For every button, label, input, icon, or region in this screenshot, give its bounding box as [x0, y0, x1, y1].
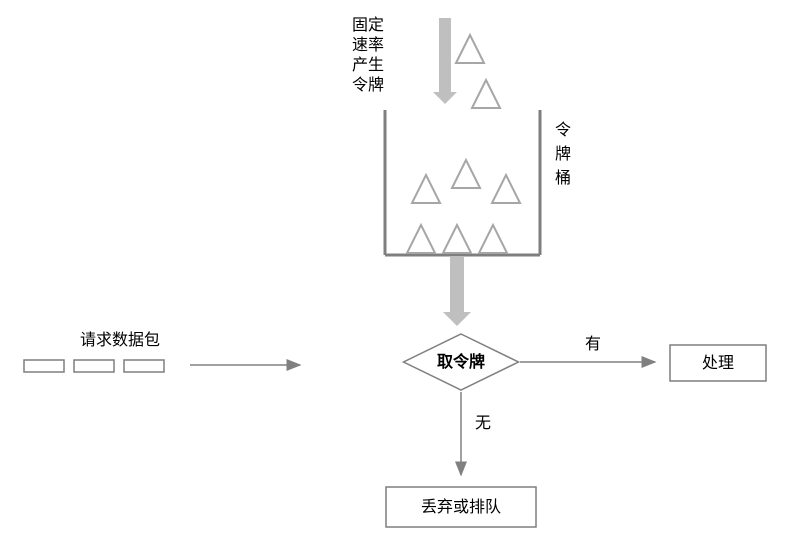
no-label: 无 — [475, 415, 491, 432]
decision-node: 取令牌 — [404, 334, 519, 390]
bucket-label: 令牌桶 — [555, 121, 571, 187]
arrow-tokens-in — [433, 18, 457, 104]
discard-label: 丢弃或排队 — [421, 498, 501, 516]
discard-box: 丢弃或排队 — [386, 487, 536, 527]
tokens — [407, 35, 520, 253]
request-packets — [24, 360, 164, 372]
yes-label: 有 — [585, 335, 601, 353]
fixed-rate-label: 固定速率产生令牌 — [352, 16, 384, 94]
process-box: 处理 — [670, 345, 766, 381]
token-bucket — [385, 110, 540, 255]
arrow-tokens-out — [443, 256, 471, 326]
process-label: 处理 — [702, 354, 734, 372]
request-packets-label: 请求数据包 — [80, 331, 160, 349]
decision-label: 取令牌 — [437, 352, 485, 371]
